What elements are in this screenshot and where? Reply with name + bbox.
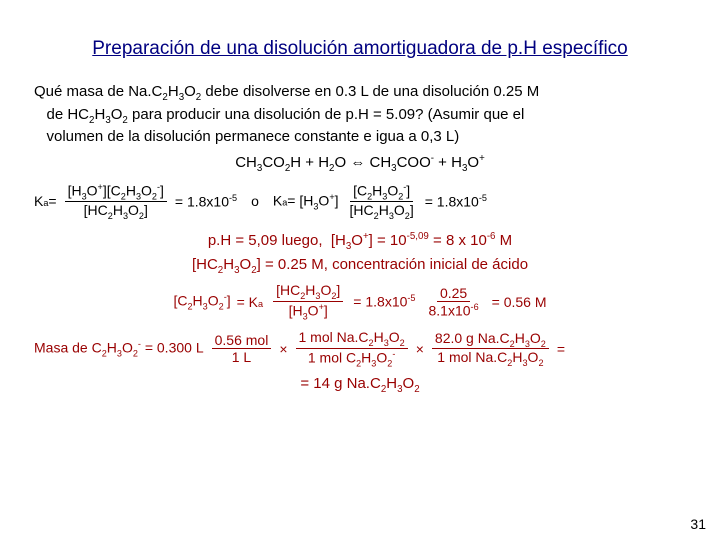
- frac-1: [H3O+][C2H3O2-] [HC2H3O2]: [65, 182, 167, 221]
- val-3: = 1.8x10-5: [353, 293, 415, 310]
- frac-5: 0.56 mol 1 L: [212, 332, 272, 365]
- final-result: = 14 g Na.C2H3O2: [34, 375, 686, 395]
- c2-lhs: [C2H3O2-]: [173, 292, 230, 311]
- frac-6: 1 mol Na.C2H3O2 1 mol C2H3O2-: [296, 329, 408, 368]
- mass-lhs: Masa de C2H3O2- = 0.300 L: [34, 339, 204, 358]
- val-2: = 1.8x10-5: [425, 193, 487, 210]
- mass-row: Masa de C2H3O2- = 0.300 L 0.56 mol 1 L ×…: [34, 329, 686, 368]
- equilibrium-equation: CH3CO2H + H2O ⇔ CH3COO- + H3O+: [34, 153, 686, 174]
- frac-3: [HC2H3O2] [H3O+]: [273, 282, 343, 321]
- page-title: Preparación de una disolución amortiguad…: [0, 0, 720, 60]
- c2-row: [C2H3O2-] = Ka [HC2H3O2] [H3O+] = 1.8x10…: [34, 282, 686, 321]
- eq-ka: = Ka: [237, 294, 263, 310]
- result-1: = 0.56 M: [492, 294, 547, 310]
- frac-7: 82.0 g Na.C2H3O2 1 mol Na.C2H3O2: [432, 330, 549, 369]
- frac-2: [C2H3O2-] [HC2H3O2]: [347, 182, 417, 221]
- ka-label-2: Ka= [H3O+]: [273, 192, 339, 211]
- times-1: ×: [279, 341, 287, 357]
- frac-4: 0.25 8.1x10-6: [426, 285, 482, 319]
- question-text: Qué masa de Na.C2H3O2 debe disolverse en…: [34, 82, 686, 147]
- ka-label-1: Ka=: [34, 193, 57, 209]
- ka-row-1: Ka= [H3O+][C2H3O2-] [HC2H3O2] = 1.8x10-5…: [34, 182, 686, 221]
- ph-line: p.H = 5,09 luego, [H3O+] = 10-5,09 = 8 x…: [34, 231, 686, 252]
- hc-line: [HC2H3O2] = 0.25 M, concentración inicia…: [34, 256, 686, 276]
- eq-end: =: [557, 341, 565, 357]
- times-2: ×: [416, 341, 424, 357]
- page-number: 31: [690, 516, 706, 532]
- val-1: = 1.8x10-5: [175, 193, 237, 210]
- separator-o: o: [251, 193, 259, 209]
